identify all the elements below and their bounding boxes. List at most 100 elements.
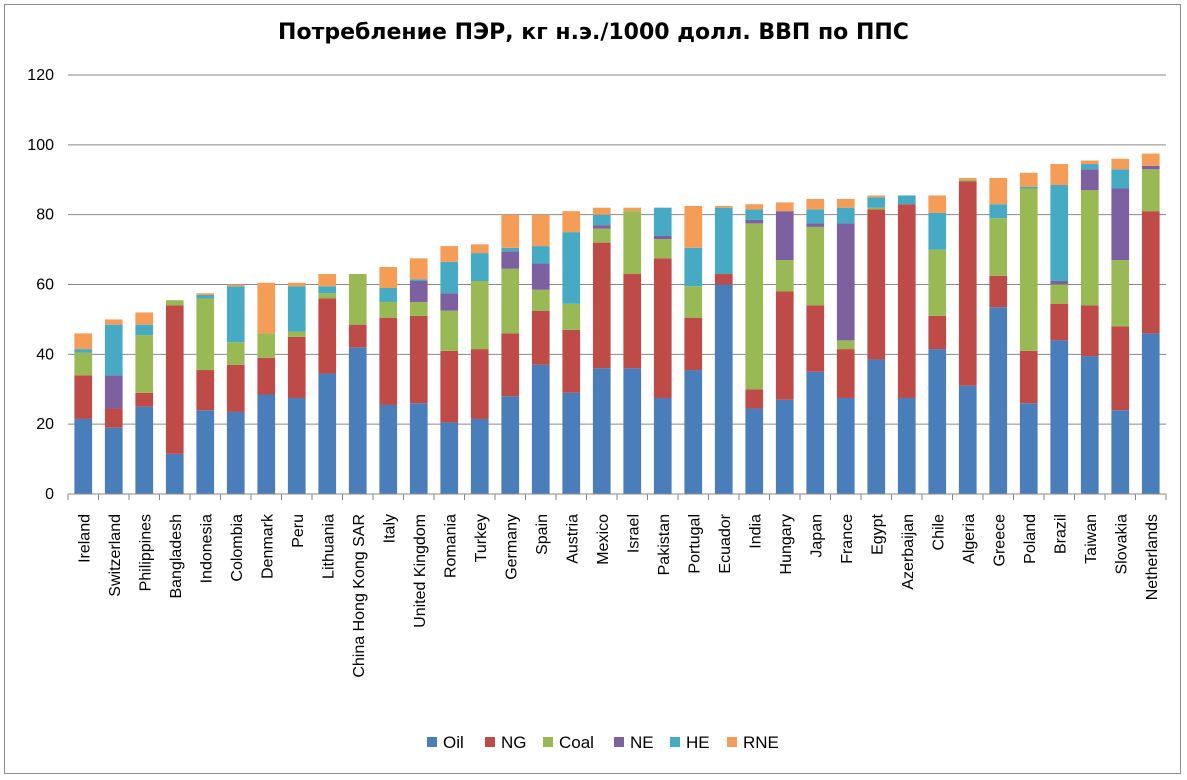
- bar-segment: [501, 396, 520, 494]
- x-tick-label: United Kingdom: [412, 514, 429, 628]
- bar-segment: [592, 368, 611, 494]
- bar-segment: [1080, 164, 1099, 170]
- bar-segment: [806, 226, 825, 306]
- bar-segment: [653, 397, 672, 494]
- bar-segment: [531, 289, 550, 311]
- bar-segment: [775, 211, 794, 261]
- x-tick-label: Azerbaijan: [900, 514, 917, 590]
- bar-segment: [501, 251, 520, 269]
- bar-segment: [836, 340, 855, 350]
- x-tick-label: Bangladesh: [168, 514, 185, 599]
- bar-segment: [989, 178, 1008, 205]
- bar-segment: [897, 397, 916, 494]
- bar-segment: [135, 335, 154, 393]
- x-tick-label: Peru: [290, 514, 307, 548]
- bar-segment: [531, 364, 550, 494]
- bar-segment: [928, 349, 947, 494]
- bar-segment: [836, 198, 855, 208]
- x-tick-label: Indonesia: [198, 514, 215, 583]
- bar-segment: [257, 282, 276, 334]
- bar-segment: [623, 207, 642, 212]
- bar-segment: [1050, 284, 1069, 304]
- bar-segment: [470, 349, 489, 419]
- bar-segment: [287, 336, 306, 398]
- bar-segment: [470, 281, 489, 350]
- bar-segment: [104, 375, 123, 409]
- bar-segment: [1050, 164, 1069, 185]
- bar-segment: [318, 298, 337, 374]
- x-tick-label: Hungary: [778, 514, 795, 574]
- bar-segment: [501, 268, 520, 334]
- x-tick-label: Lithuania: [320, 514, 337, 579]
- x-tick-label: Philippines: [137, 514, 154, 591]
- bar-segment: [379, 267, 398, 288]
- bar-segment: [287, 331, 306, 337]
- bar-segment: [745, 204, 764, 210]
- bar-segment: [592, 225, 611, 229]
- x-tick-label: Romania: [442, 514, 459, 578]
- bar-segment: [867, 359, 886, 494]
- bar-segment: [623, 368, 642, 494]
- bar-segment: [745, 408, 764, 494]
- bar-segment: [531, 263, 550, 290]
- bar-segment: [653, 258, 672, 398]
- x-axis: [67, 493, 1167, 500]
- bar-segment: [897, 195, 916, 205]
- bar-segment: [409, 301, 428, 316]
- bar-segment: [745, 209, 764, 220]
- x-tick-label: Taiwan: [1083, 514, 1100, 564]
- bar-segment: [74, 333, 93, 350]
- bar-segment: [409, 403, 428, 494]
- bar-segment: [928, 249, 947, 316]
- bar-segment: [1050, 340, 1069, 494]
- bar-segment: [745, 219, 764, 224]
- bar-segment: [623, 211, 642, 275]
- legend-label: NE: [630, 733, 654, 752]
- bar-segment: [867, 209, 886, 360]
- x-tick-label: Mexico: [595, 514, 612, 565]
- y-tick-label: 20: [36, 416, 54, 433]
- bar-segment: [928, 212, 947, 250]
- bar-segment: [74, 375, 93, 419]
- bar-segment: [806, 371, 825, 494]
- bar-segment: [836, 223, 855, 341]
- bar-segment: [196, 410, 215, 494]
- bar-segment: [958, 178, 977, 180]
- bar-segment: [440, 293, 459, 311]
- bar-segment: [1111, 410, 1130, 494]
- y-tick-label: 40: [36, 346, 54, 363]
- bar-segment: [989, 204, 1008, 219]
- bar-segment: [1019, 186, 1038, 189]
- y-tick-label: 60: [36, 277, 54, 294]
- bar-segment: [745, 389, 764, 409]
- x-tick-label: Turkey: [473, 514, 490, 562]
- bar-segment: [714, 207, 733, 275]
- bar-segment: [287, 286, 306, 332]
- bar-segment: [806, 223, 825, 227]
- bar-segment: [1080, 356, 1099, 494]
- bar-segment: [806, 209, 825, 224]
- bar-segment: [74, 352, 93, 376]
- bar-segment: [409, 315, 428, 404]
- bar-segment: [1111, 169, 1130, 189]
- bar-segment: [958, 385, 977, 494]
- bar-segment: [592, 207, 611, 215]
- bar-segment: [897, 204, 916, 398]
- bar-segment: [1019, 172, 1038, 187]
- bar-segment: [135, 324, 154, 336]
- bar-segment: [135, 406, 154, 494]
- bar-segment: [1111, 188, 1130, 261]
- x-tick-label: Pakistan: [656, 514, 673, 575]
- bar-segment: [196, 294, 215, 299]
- x-tick-label: Colombia: [229, 514, 246, 582]
- bar-segment: [684, 205, 703, 248]
- x-tick-label: India: [747, 514, 764, 549]
- bar-segment: [287, 397, 306, 494]
- bar-segment: [501, 214, 520, 248]
- x-tick-label: Israel: [625, 514, 642, 553]
- x-tick-label: Ireland: [76, 514, 93, 563]
- legend-label: Oil: [443, 733, 464, 752]
- bar-segment: [165, 300, 184, 306]
- bar-segment: [836, 349, 855, 398]
- bar-segment: [1080, 160, 1099, 165]
